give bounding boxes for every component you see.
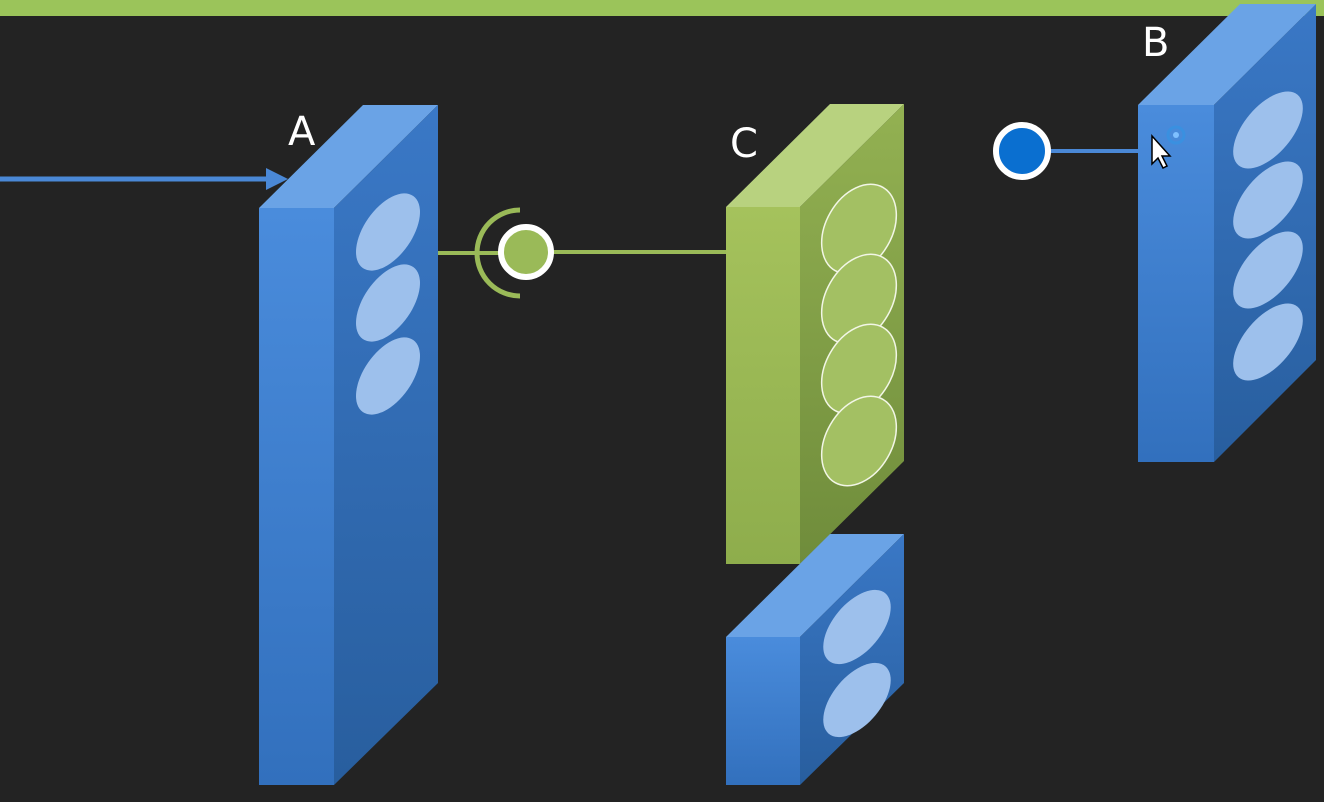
block-d-slots	[823, 589, 891, 738]
connector-to-b	[993, 122, 1140, 180]
block-c-label: C	[730, 121, 758, 167]
block-b-label: B	[1142, 20, 1169, 66]
connector-node-green	[498, 224, 554, 280]
block-a-slots	[356, 193, 420, 415]
busy-spinner-icon	[1166, 125, 1186, 145]
block-c: C	[726, 104, 904, 564]
connector-node-blue	[993, 122, 1051, 180]
top-banner	[0, 0, 1324, 16]
block-a: A	[259, 105, 438, 785]
mouse-pointer-icon	[1151, 134, 1172, 170]
block-b: B	[1138, 4, 1316, 462]
input-arrow	[0, 168, 288, 190]
block-c-slots	[820, 183, 898, 487]
block-d	[726, 534, 904, 785]
block-a-label: A	[288, 109, 316, 155]
block-b-slots	[1233, 91, 1303, 381]
connector-a-c	[438, 207, 726, 299]
